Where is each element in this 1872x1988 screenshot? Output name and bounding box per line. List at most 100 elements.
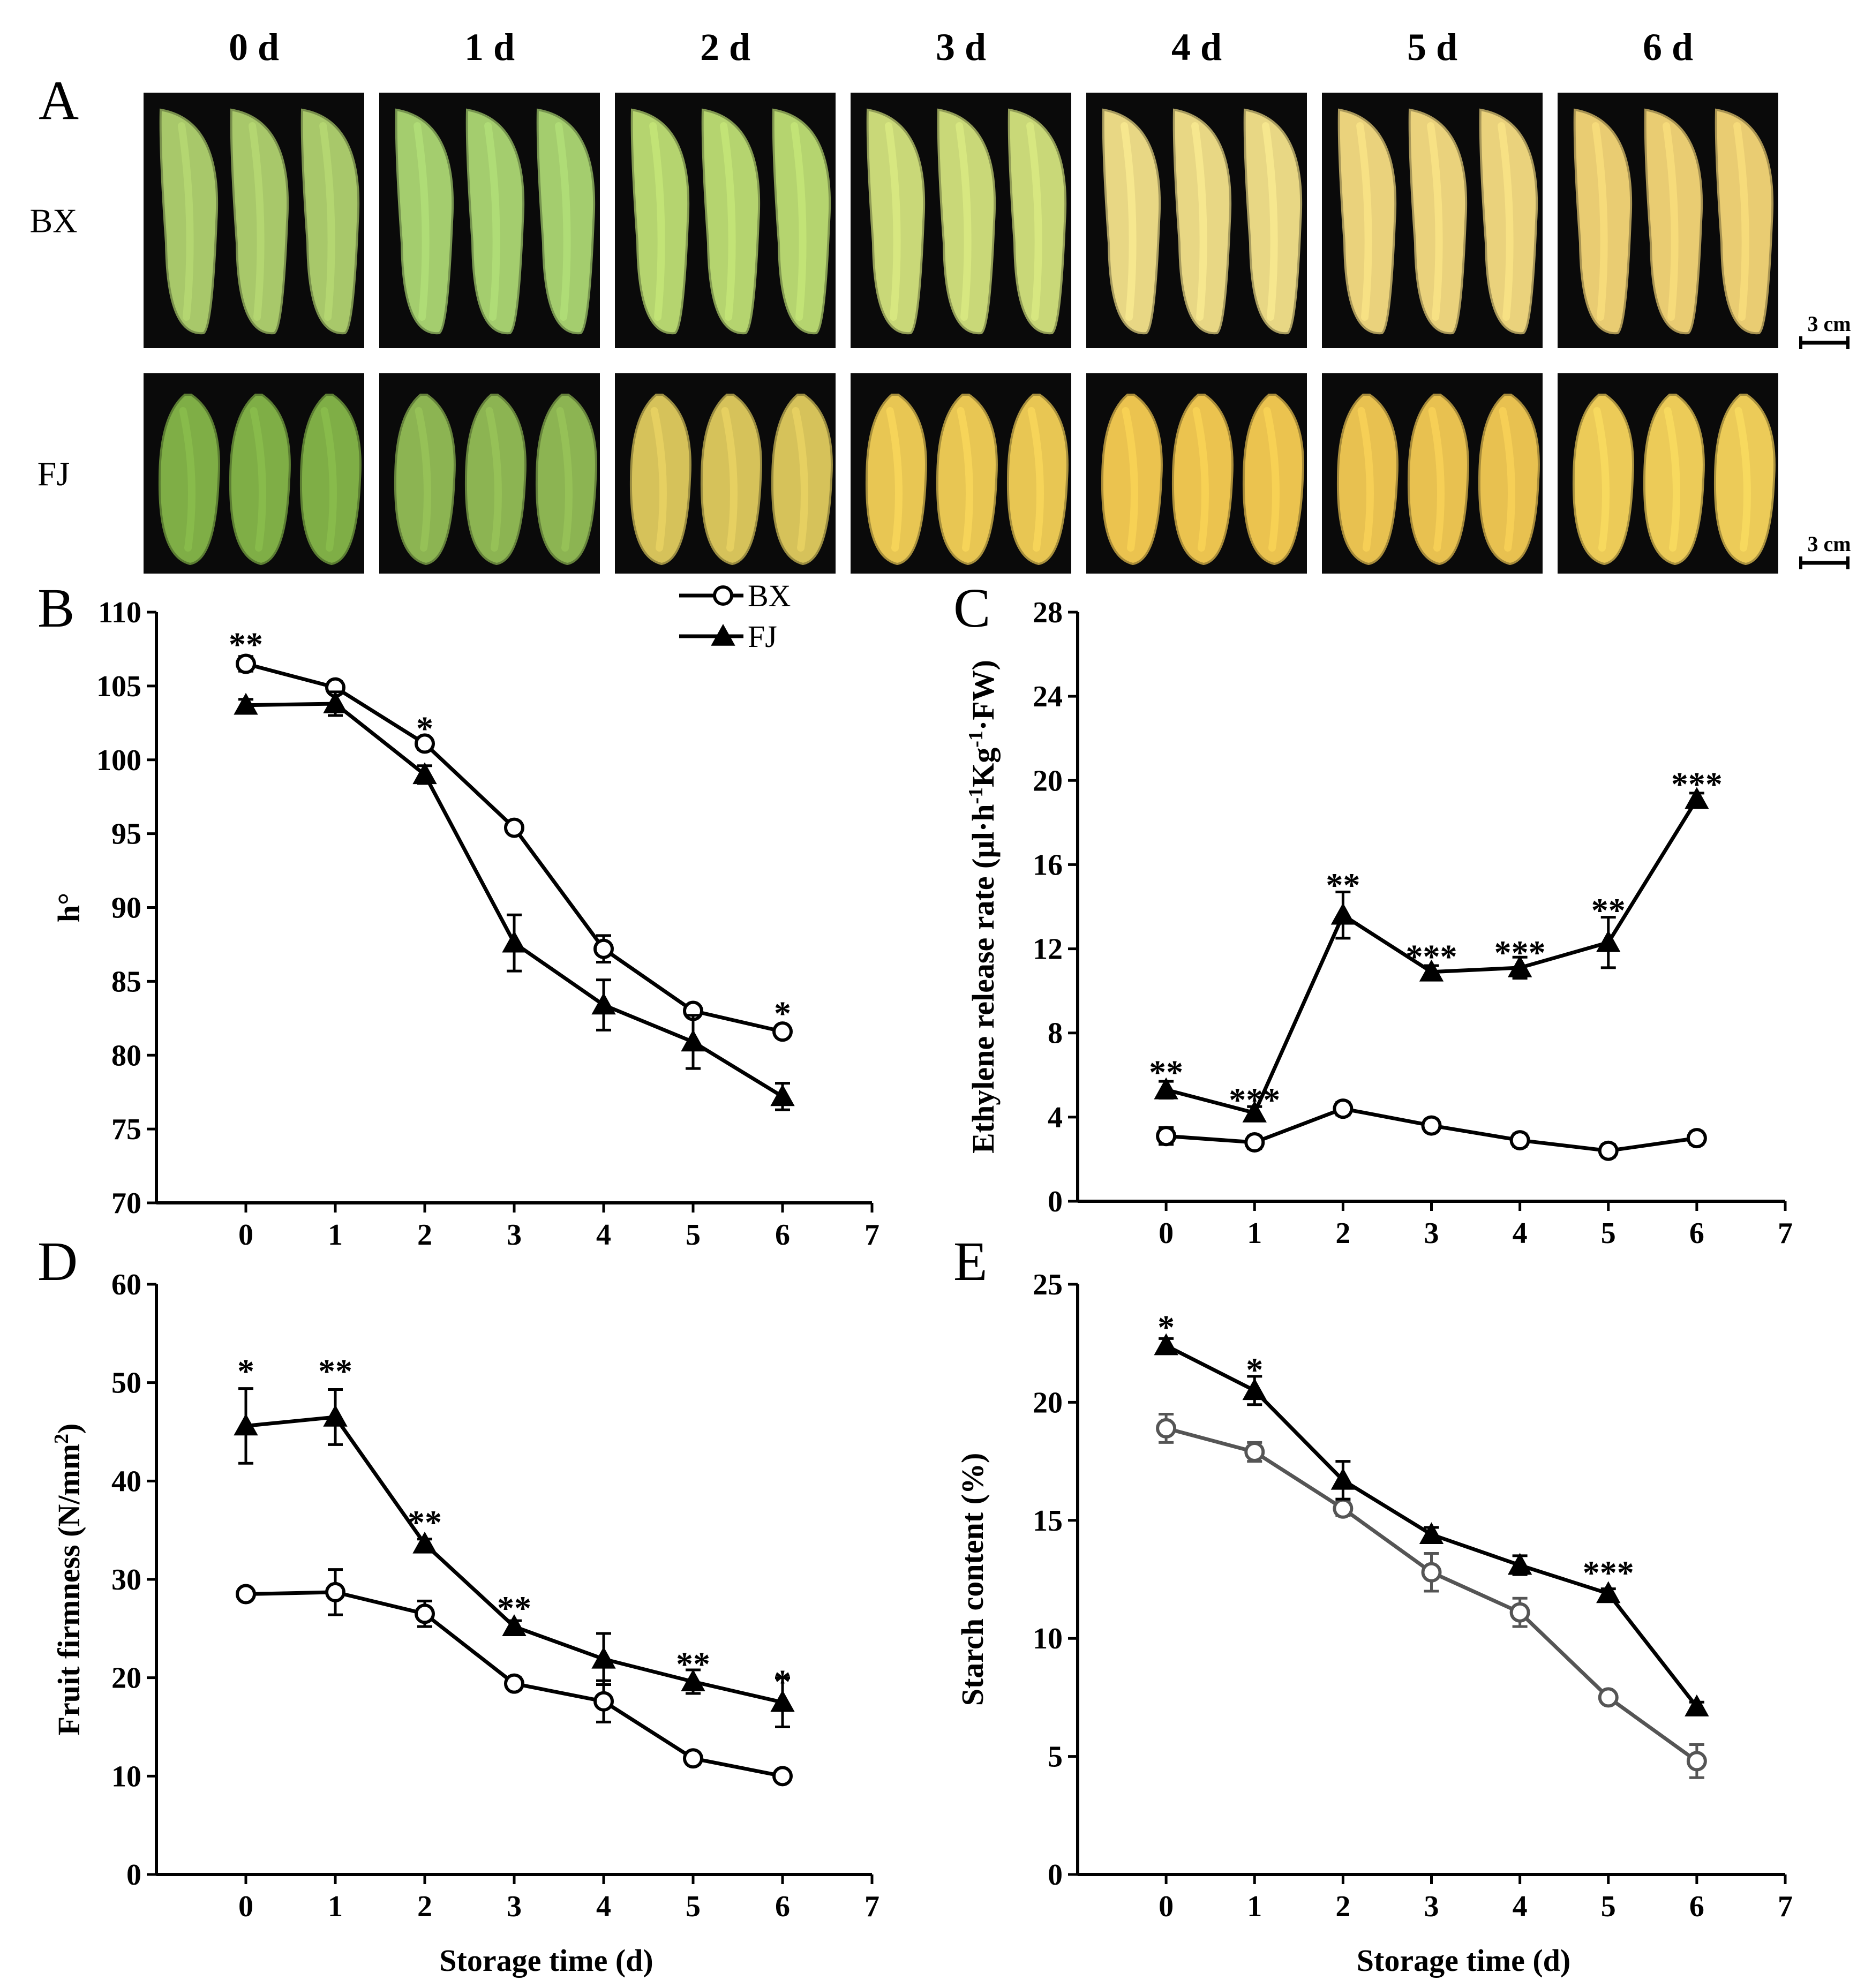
data-point	[323, 691, 348, 713]
day-label: 3 d	[936, 26, 986, 69]
banana-highlight	[886, 407, 903, 552]
data-point	[593, 1691, 614, 1712]
banana-highlight	[1192, 407, 1209, 552]
banana-highlight	[1027, 407, 1044, 552]
data-point	[1507, 955, 1532, 977]
x-axis-title: Storage time (d)	[1357, 1943, 1570, 1978]
banana-highlight	[956, 122, 972, 321]
data-point	[1156, 1418, 1177, 1439]
banana-highlight	[1122, 407, 1138, 552]
data-point	[770, 1690, 795, 1712]
y-tick-label: 20	[1033, 764, 1063, 797]
scale-bar-label: 3 cm	[1807, 532, 1851, 556]
data-point	[1509, 1602, 1530, 1623]
y-axis-title-part: ·FW)	[966, 660, 1001, 731]
x-axis-title: Storage time (d)	[439, 1943, 653, 1978]
x-tick-label: 7	[864, 1890, 879, 1923]
y-tick-label: 20	[111, 1662, 141, 1695]
x-tick-label: 5	[1601, 1890, 1616, 1923]
data-point	[1421, 1115, 1442, 1136]
x-tick-label: 4	[1513, 1217, 1528, 1250]
significance-label: **	[408, 1503, 442, 1541]
series-fj	[234, 690, 795, 1111]
x-tick-label: 4	[596, 1890, 611, 1923]
data-point	[1596, 1581, 1621, 1603]
panel-label: C	[953, 577, 990, 639]
day-label: 4 d	[1171, 26, 1222, 69]
banana-highlight	[415, 407, 431, 552]
data-point	[1598, 1687, 1619, 1708]
y-tick-label: 80	[111, 1039, 141, 1072]
banana-highlight	[1026, 122, 1042, 321]
x-tick-label: 2	[417, 1218, 432, 1252]
day-label: 6 d	[1643, 26, 1693, 69]
data-point	[1333, 1498, 1354, 1519]
y-tick-label: 28	[1033, 596, 1063, 629]
banana-highlight	[179, 407, 196, 552]
day-label: 5 d	[1407, 26, 1457, 69]
significance-label: *	[237, 1352, 254, 1390]
banana-highlight	[1427, 122, 1443, 321]
series-bx	[1156, 1098, 1707, 1161]
y-tick-label: 4	[1048, 1101, 1063, 1134]
legend-marker	[711, 623, 735, 646]
banana-highlight	[556, 407, 573, 552]
significance-label: ***	[1671, 765, 1723, 803]
series-fj	[234, 1387, 795, 1728]
banana-highlight	[885, 122, 901, 321]
x-tick-label: 7	[864, 1218, 879, 1252]
data-point	[1419, 1522, 1444, 1545]
banana-highlight	[319, 122, 335, 321]
banana-highlight	[178, 122, 194, 321]
x-tick-label: 3	[507, 1890, 522, 1923]
banana-highlight	[1263, 407, 1280, 552]
x-tick-label: 6	[1689, 1217, 1704, 1250]
series-bx	[236, 1568, 793, 1787]
banana-highlight	[791, 122, 807, 321]
significance-label: ***	[1583, 1554, 1634, 1592]
banana-highlight	[1733, 122, 1749, 321]
y-axis-title-part: -1	[965, 787, 987, 804]
significance-label: **	[318, 1352, 352, 1390]
data-point	[1686, 1128, 1707, 1149]
banana-highlight	[555, 122, 571, 321]
y-tick-label: 40	[111, 1465, 141, 1498]
series-line	[1166, 1426, 1698, 1763]
y-tick-label: 0	[1048, 1185, 1063, 1218]
significance-label: **	[676, 1645, 710, 1683]
y-axis-title: Starch content (%)	[955, 1453, 990, 1706]
banana-highlight	[650, 407, 667, 552]
data-point	[1685, 1694, 1709, 1716]
x-tick-label: 1	[328, 1218, 343, 1252]
x-tick-label: 0	[1159, 1890, 1174, 1923]
y-tick-label: 100	[96, 744, 141, 777]
x-tick-label: 7	[1778, 1890, 1793, 1923]
data-point	[770, 1084, 795, 1106]
data-point	[323, 1404, 348, 1427]
x-tick-label: 0	[238, 1890, 253, 1923]
x-tick-label: 3	[1424, 1217, 1439, 1250]
legend-label: FJ	[748, 619, 777, 654]
banana-highlight	[957, 407, 973, 552]
y-tick-label: 105	[96, 670, 141, 703]
significance-label: *	[416, 710, 433, 748]
data-point	[1686, 1751, 1707, 1772]
banana-highlight	[721, 407, 738, 552]
scale-bar-label: 3 cm	[1807, 312, 1851, 336]
y-tick-label: 75	[111, 1113, 141, 1146]
y-tick-label: 60	[111, 1268, 141, 1301]
y-tick-label: 30	[111, 1563, 141, 1597]
banana-highlight	[1663, 122, 1679, 321]
y-axis-title-part: Ethylene release rate (µl·h	[966, 804, 1001, 1154]
data-point	[1596, 930, 1621, 952]
data-point	[1156, 1126, 1177, 1147]
y-tick-label: 90	[111, 892, 141, 925]
x-tick-label: 1	[1247, 1217, 1262, 1250]
day-label: 0 d	[229, 26, 279, 69]
data-point	[415, 733, 435, 754]
data-point	[412, 762, 437, 785]
banana-highlight	[1593, 407, 1610, 552]
significance-label: **	[1149, 1053, 1183, 1091]
